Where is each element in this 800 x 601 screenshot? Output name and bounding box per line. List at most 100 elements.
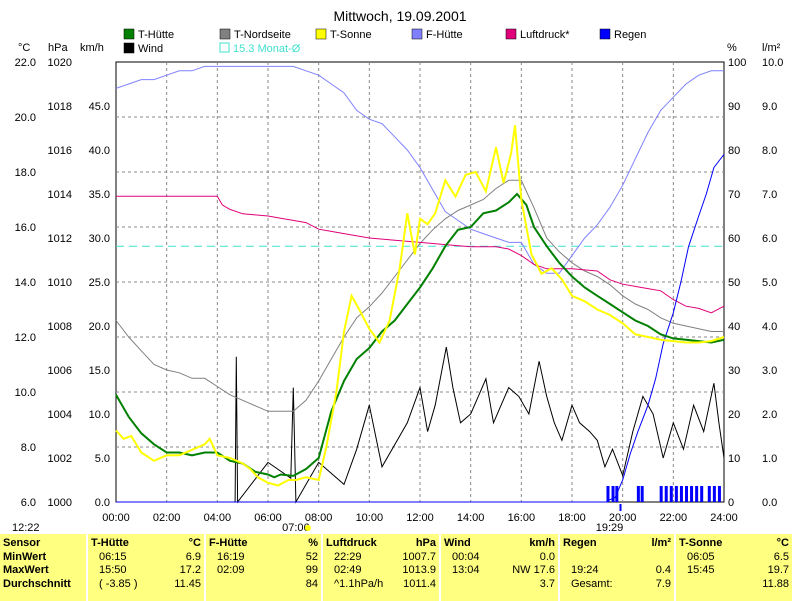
- tick-label-time: 22:00: [660, 512, 688, 524]
- rain-bar: [664, 486, 668, 502]
- block-time: [444, 578, 452, 592]
- rain-bar: [679, 486, 683, 502]
- block-title: T-Hütte: [91, 537, 129, 549]
- tick-label-humidity: 90: [728, 101, 740, 113]
- block-value: 0.0: [539, 550, 555, 563]
- tick-label-temp: 12.0: [15, 332, 36, 344]
- rain-bar: [707, 486, 711, 502]
- tick-label-rain: 3.0: [762, 365, 777, 377]
- tick-label-rain: 10.0: [762, 57, 783, 69]
- legend-swatch: [219, 42, 230, 53]
- legend-label: Regen: [614, 29, 646, 41]
- tick-label-time: 14:00: [457, 512, 485, 524]
- tick-label-humidity: 100: [728, 57, 746, 69]
- rain-bar: [615, 486, 619, 502]
- block-time: 06:05: [687, 550, 715, 563]
- block-value: 19.7: [767, 564, 789, 576]
- tick-label-temp: 20.0: [15, 112, 36, 124]
- summary-block: T-Sonne °C 06:05 6.5 15:45 19.7 11.88: [676, 534, 792, 601]
- tick-label-pressure: 1014: [48, 189, 72, 201]
- block-value: 0.4: [655, 564, 671, 576]
- tick-label-humidity: 10: [728, 453, 740, 465]
- tick-label-temp: 22.0: [15, 57, 36, 69]
- summary-block: Regen l/m² 19:24 0.4 Gesamt: 7.9: [560, 534, 674, 601]
- tick-label-rain: 9.0: [762, 101, 777, 113]
- block-value: 11.45: [174, 577, 201, 590]
- row-label-avg: Durchschnitt: [3, 577, 71, 590]
- block-value: 99: [305, 564, 318, 576]
- block-value: 3.7: [539, 577, 555, 590]
- tick-label-wind: 25.0: [89, 277, 110, 289]
- rain-bar: [685, 486, 688, 502]
- block-title: F-Hütte: [209, 537, 248, 549]
- rain-bar: [606, 486, 610, 502]
- summary-label-column: Sensor MinWert MaxWert Durchschnitt: [0, 534, 86, 601]
- block-time: 19:24: [571, 564, 599, 576]
- tick-label-temp: 16.0: [15, 222, 36, 234]
- legend-label: Luftdruck*: [520, 29, 570, 41]
- tick-label-wind: 15.0: [89, 365, 110, 377]
- tick-label-rain: 6.0: [762, 233, 777, 245]
- tick-label-wind: 45.0: [89, 101, 110, 113]
- block-title: Wind: [444, 537, 471, 549]
- tick-label-pressure: 1004: [48, 409, 72, 421]
- tick-label-pressure: 1006: [48, 365, 72, 377]
- block-time: [679, 578, 687, 592]
- tick-label-time: 00:00: [102, 512, 130, 524]
- block-time: 22:29: [334, 550, 362, 563]
- tick-label-wind: 40.0: [89, 145, 110, 157]
- legend-label: T-Sonne: [330, 29, 372, 41]
- block-time: 16:19: [217, 550, 245, 563]
- tick-label-humidity: 80: [728, 145, 740, 157]
- legend-swatch: [599, 28, 611, 40]
- tick-label-humidity: 70: [728, 189, 740, 201]
- summary-block: Luftdruck hPa 22:29 1007.7 02:49 1013.9 ^1.1hP…: [323, 534, 439, 601]
- tick-label-pressure: 1016: [48, 145, 72, 157]
- chart-title: Mittwoch, 19.09.2001: [333, 8, 466, 24]
- block-value: 52: [305, 550, 318, 563]
- tick-label-temp: 14.0: [15, 277, 36, 289]
- tick-label-time: 04:00: [204, 512, 232, 524]
- axis-unit-wind: km/h: [80, 42, 104, 54]
- rain-bar: [690, 486, 694, 502]
- rain-bar: [659, 486, 663, 502]
- tick-label-temp: 18.0: [15, 167, 36, 179]
- tick-label-wind: 20.0: [89, 321, 110, 333]
- tick-label-wind: 30.0: [89, 233, 110, 245]
- tick-label-wind: 10.0: [89, 409, 110, 421]
- block-time: 15:45: [687, 564, 715, 576]
- tick-label-time: 08:00: [305, 512, 333, 524]
- tick-label-temp: 10.0: [15, 387, 36, 399]
- summary-table: Sensor MinWert MaxWert Durchschnitt T-Hü…: [0, 534, 800, 601]
- block-title: T-Sonne: [679, 537, 723, 549]
- tick-label-time: 10:00: [356, 512, 384, 524]
- tick-label-humidity: 0: [728, 497, 734, 509]
- legend-label: Wind: [138, 43, 163, 55]
- axis-unit-rain: l/m²: [762, 42, 781, 54]
- weather-chart: Mittwoch, 19.09.2001 T-Hütte T-Nordseite T…: [12, 8, 783, 534]
- tick-label-time: 16:00: [508, 512, 536, 524]
- tick-label-humidity: 60: [728, 233, 740, 245]
- legend-label: F-Hütte: [426, 29, 463, 41]
- axis-unit-temp: °C: [18, 42, 30, 54]
- tick-label-pressure: 1000: [48, 497, 72, 509]
- legend-swatch: [123, 28, 135, 40]
- tick-label-pressure: 1002: [48, 453, 72, 465]
- tick-label-wind: 35.0: [89, 189, 110, 201]
- block-time: 02:09: [217, 564, 245, 576]
- tick-label-time: 24:00: [710, 512, 738, 524]
- tick-label-rain: 7.0: [762, 189, 777, 201]
- block-value: 6.9: [185, 550, 201, 563]
- time-marker-label: 12:22: [12, 522, 40, 534]
- row-label-min: MinWert: [3, 550, 47, 563]
- tick-label-rain: 4.0: [762, 321, 777, 333]
- tick-label-rain: 0.0: [762, 497, 777, 509]
- tick-label-time: 12:00: [406, 512, 434, 524]
- block-value: 11.88: [762, 577, 789, 590]
- block-unit: km/h: [529, 537, 555, 549]
- block-time: 00:04: [452, 550, 480, 563]
- tick-label-humidity: 50: [728, 277, 740, 289]
- tick-label-humidity: 30: [728, 365, 740, 377]
- legend-swatch: [123, 42, 135, 54]
- rain-bar: [695, 486, 699, 502]
